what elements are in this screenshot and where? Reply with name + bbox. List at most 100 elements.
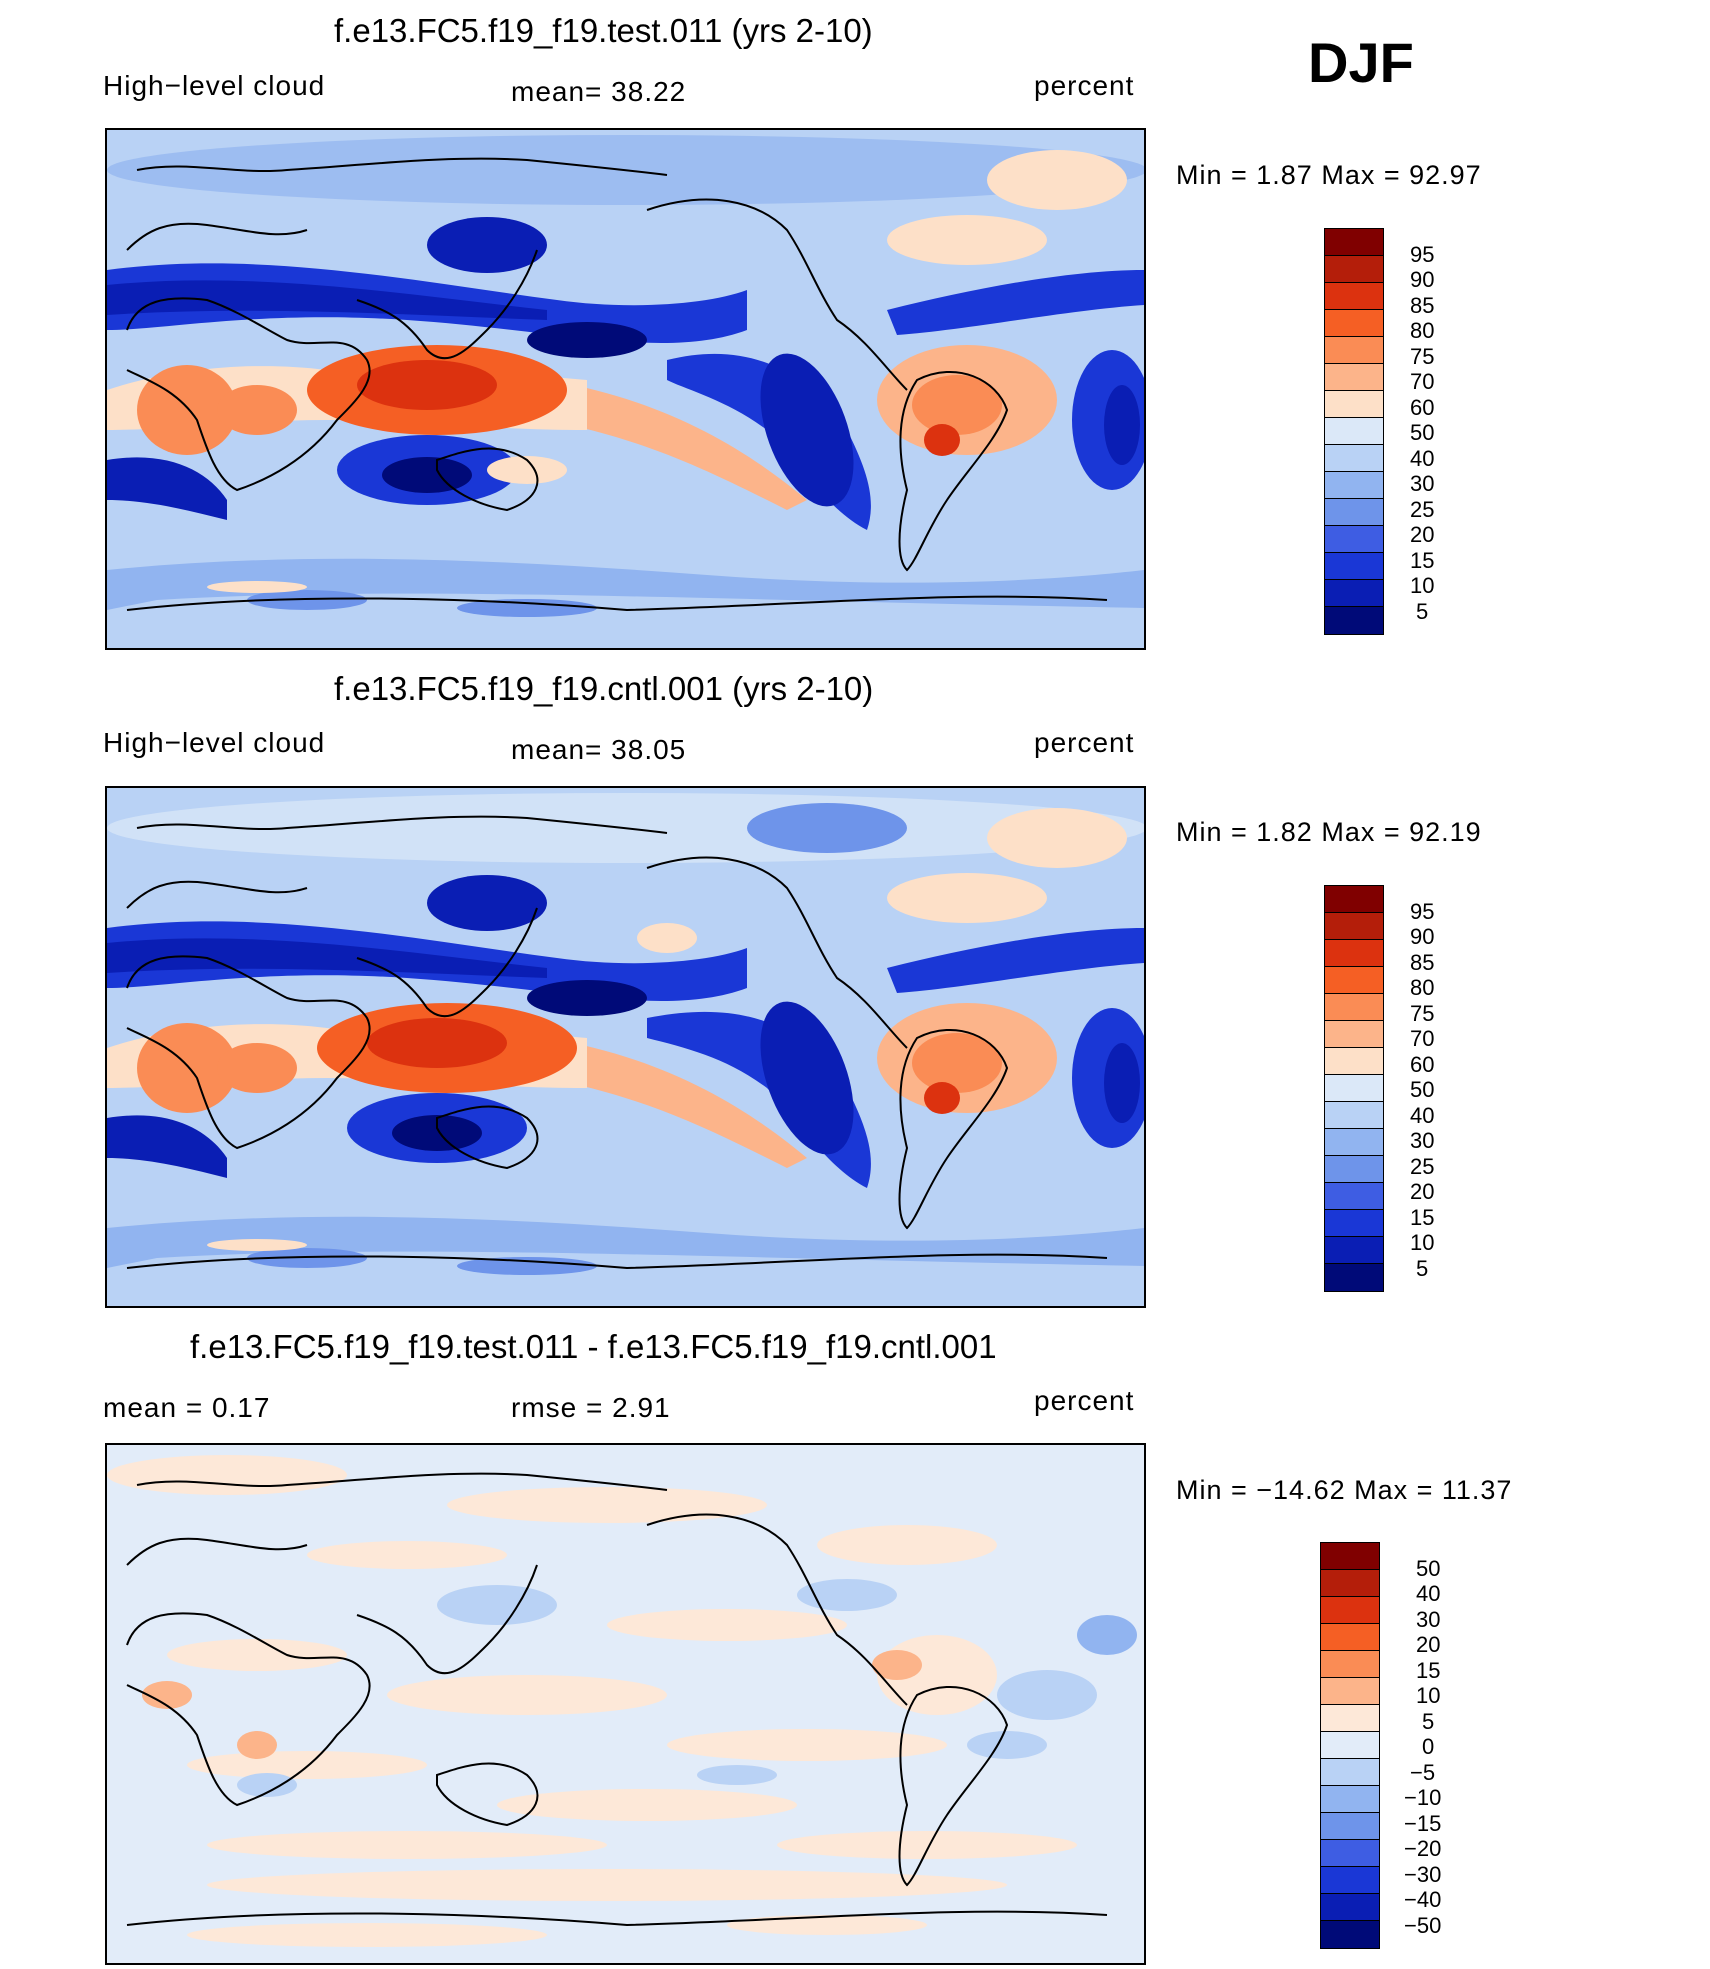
panel3-tick: 0 [1422,1734,1435,1759]
panel3-tick: −10 [1404,1785,1442,1810]
panel3-map [105,1443,1146,1965]
panel3-tick: 15 [1416,1658,1441,1683]
panel2-tick: 75 [1410,1001,1435,1026]
panel3-tick: 50 [1416,1556,1441,1581]
panel2-colorbar-bin [1325,1210,1383,1237]
panel1-colorbar-bin [1325,337,1383,364]
panel1-colorbar-bin [1325,472,1383,499]
panel2-tick: 80 [1410,975,1435,1000]
panel2-units: percent [1034,727,1135,758]
panel3-tick: −50 [1404,1913,1442,1938]
panel2-colorbar-bin [1325,1048,1383,1075]
panel3-rmse: rmse = 2.91 [511,1392,671,1423]
panel3-tick: −15 [1404,1811,1442,1836]
panel3-colorbar-bin [1321,1705,1379,1732]
panel3-colorbar-bin [1321,1867,1379,1894]
panel1-tick: 25 [1410,497,1435,522]
panel3-colorbar-bin [1321,1651,1379,1678]
panel2-tick: 90 [1410,924,1435,949]
panel3-colorbar-bin [1321,1894,1379,1921]
panel2-colorbar-bin [1325,913,1383,940]
panel1-field-plot [107,130,1144,648]
panel3-colorbar-bin [1321,1813,1379,1840]
panel1-colorbar-bin [1325,445,1383,472]
panel1-colorbar-bin [1325,553,1383,580]
panel2-mean: mean= 38.05 [511,734,687,765]
panel3-mean: mean = 0.17 [103,1392,271,1423]
panel1-tick: 5 [1416,599,1429,624]
panel2-tick: 95 [1410,899,1435,924]
panel1-tick: 85 [1410,293,1435,318]
panel2-tick: 60 [1410,1052,1435,1077]
panel3-minmax: Min = −14.62 Max = 11.37 [1176,1475,1513,1505]
panel1-colorbar-bin [1325,499,1383,526]
panel2-colorbar-bin [1325,994,1383,1021]
panel3-colorbar-bin [1321,1543,1379,1570]
panel1-colorbar-bin [1325,580,1383,607]
panel1-colorbar [1324,228,1384,635]
panel2-colorbar-bin [1325,1183,1383,1210]
season-label: DJF [1308,31,1414,94]
panel1-tick: 20 [1410,522,1435,547]
panel1-minmax: Min = 1.87 Max = 92.97 [1176,160,1482,190]
panel2-field-plot [107,788,1144,1306]
panel1-map [105,128,1146,650]
panel3-tick: 20 [1416,1632,1441,1657]
panel3-tick: −30 [1404,1862,1442,1887]
panel3-tick: 30 [1416,1607,1441,1632]
panel1-tick: 75 [1410,344,1435,369]
panel3-colorbar-bin [1321,1921,1379,1948]
panel1-units: percent [1034,70,1135,101]
panel1-tick: 10 [1410,573,1435,598]
panel2-tick: 30 [1410,1128,1435,1153]
panel2-tick: 40 [1410,1103,1435,1128]
panel2-tick: 15 [1410,1205,1435,1230]
panel1-title: f.e13.FC5.f19_f19.test.011 (yrs 2-10) [334,12,873,49]
panel3-colorbar-bin [1321,1624,1379,1651]
panel3-colorbar-bin [1321,1570,1379,1597]
panel1-tick: 60 [1410,395,1435,420]
panel1-colorbar-bin [1325,418,1383,445]
panel2-colorbar-bin [1325,886,1383,913]
panel3-title: f.e13.FC5.f19_f19.test.011 - f.e13.FC5.f… [190,1328,997,1365]
panel3-colorbar-bin [1321,1597,1379,1624]
panel3-units: percent [1034,1385,1135,1416]
panel2-tick: 10 [1410,1230,1435,1255]
panel1-colorbar-bin [1325,310,1383,337]
panel2-title: f.e13.FC5.f19_f19.cntl.001 (yrs 2-10) [334,670,874,707]
panel2-colorbar-bin [1325,1075,1383,1102]
panel2-colorbar-bin [1325,1021,1383,1048]
panel2-colorbar-bin [1325,1237,1383,1264]
panel1-variable: High−level cloud [103,70,326,101]
panel1-colorbar-bin [1325,283,1383,310]
panel3-field-plot [107,1445,1144,1963]
panel1-colorbar-bin [1325,229,1383,256]
panel1-tick: 90 [1410,267,1435,292]
panel3-tick: −20 [1404,1836,1442,1861]
panel1-tick: 50 [1410,420,1435,445]
panel3-colorbar-bin [1321,1678,1379,1705]
panel2-tick: 20 [1410,1179,1435,1204]
panel2-colorbar-bin [1325,1264,1383,1291]
panel3-tick: 10 [1416,1683,1441,1708]
panel3-tick: 5 [1422,1709,1435,1734]
panel2-colorbar-bin [1325,1102,1383,1129]
panel3-colorbar [1320,1542,1380,1949]
panel2-colorbar-bin [1325,1129,1383,1156]
panel1-colorbar-bin [1325,364,1383,391]
panel1-mean: mean= 38.22 [511,76,687,107]
panel1-colorbar-bin [1325,607,1383,634]
panel2-tick: 5 [1416,1256,1429,1281]
panel3-colorbar-bin [1321,1840,1379,1867]
panel3-colorbar-bin [1321,1732,1379,1759]
panel2-tick: 25 [1410,1154,1435,1179]
panel3-tick: −5 [1410,1760,1436,1785]
panel2-colorbar-bin [1325,1156,1383,1183]
panel1-tick: 80 [1410,318,1435,343]
panel2-map [105,786,1146,1308]
panel3-colorbar-bin [1321,1759,1379,1786]
panel1-tick: 95 [1410,242,1435,267]
panel2-minmax: Min = 1.82 Max = 92.19 [1176,817,1482,847]
panel1-tick: 70 [1410,369,1435,394]
panel1-tick: 40 [1410,446,1435,471]
